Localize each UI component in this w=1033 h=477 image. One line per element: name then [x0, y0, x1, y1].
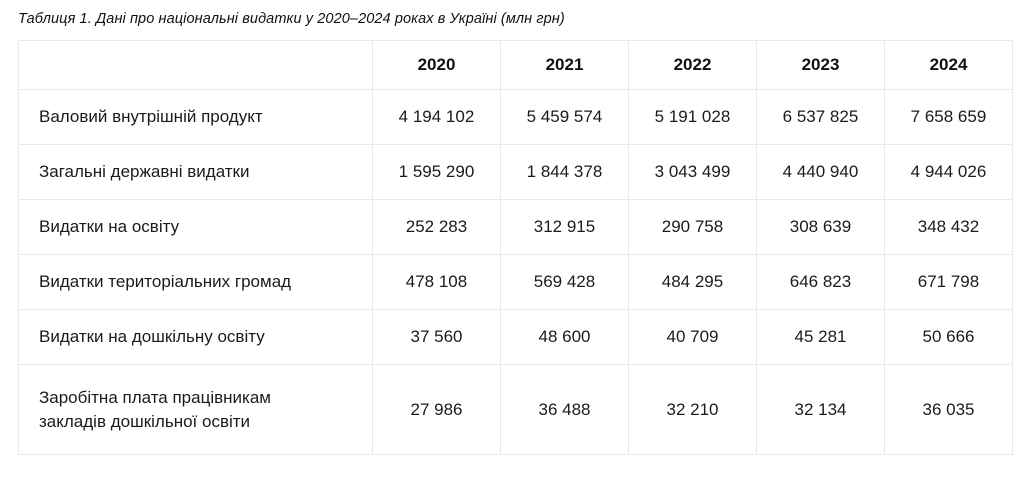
year-header-2021: 2021	[500, 40, 629, 90]
value-cell: 569 428	[500, 254, 629, 310]
value-cell: 36 488	[500, 364, 629, 455]
value-cell: 4 194 102	[372, 89, 501, 145]
value-cell: 32 210	[628, 364, 757, 455]
value-cell: 308 639	[756, 199, 885, 255]
corner-cell	[18, 40, 373, 90]
value-cell: 6 537 825	[756, 89, 885, 145]
table-row-gdp: Валовий внутрішній продукт 4 194 102 5 4…	[18, 89, 1013, 145]
row-label: Видатки на освіту	[18, 199, 373, 255]
year-header-2020: 2020	[372, 40, 501, 90]
value-cell: 646 823	[756, 254, 885, 310]
value-cell: 7 658 659	[884, 89, 1013, 145]
value-cell: 5 459 574	[500, 89, 629, 145]
value-cell: 45 281	[756, 309, 885, 365]
year-header-2023: 2023	[756, 40, 885, 90]
value-cell: 312 915	[500, 199, 629, 255]
row-label: Видатки територіальних громад	[18, 254, 373, 310]
table-row-preschool-salaries: Заробітна плата працівникам закладів дош…	[18, 364, 1013, 455]
value-cell: 4 944 026	[884, 144, 1013, 200]
row-label: Видатки на дошкільну освіту	[18, 309, 373, 365]
value-cell: 36 035	[884, 364, 1013, 455]
table-row-territorial-communities: Видатки територіальних громад 478 108 56…	[18, 254, 1013, 310]
table-row-state-expenditures: Загальні державні видатки 1 595 290 1 84…	[18, 144, 1013, 200]
value-cell: 3 043 499	[628, 144, 757, 200]
value-cell: 32 134	[756, 364, 885, 455]
row-label: Загальні державні видатки	[18, 144, 373, 200]
header-row: 2020 2021 2022 2023 2024	[18, 40, 1013, 90]
value-cell: 50 666	[884, 309, 1013, 365]
year-header-2024: 2024	[884, 40, 1013, 90]
value-cell: 1 595 290	[372, 144, 501, 200]
value-cell: 37 560	[372, 309, 501, 365]
value-cell: 5 191 028	[628, 89, 757, 145]
row-label: Заробітна плата працівникам закладів дош…	[18, 364, 373, 455]
value-cell: 4 440 940	[756, 144, 885, 200]
table-caption: Таблиця 1. Дані про національні видатки …	[18, 11, 565, 27]
row-label: Валовий внутрішній продукт	[18, 89, 373, 145]
table-row-preschool-education: Видатки на дошкільну освіту 37 560 48 60…	[18, 309, 1013, 365]
value-cell: 40 709	[628, 309, 757, 365]
expenditures-table: 2020 2021 2022 2023 2024 Валовий внутріш…	[18, 40, 1013, 455]
value-cell: 484 295	[628, 254, 757, 310]
value-cell: 478 108	[372, 254, 501, 310]
value-cell: 1 844 378	[500, 144, 629, 200]
table-row-education: Видатки на освіту 252 283 312 915 290 75…	[18, 199, 1013, 255]
value-cell: 48 600	[500, 309, 629, 365]
value-cell: 348 432	[884, 199, 1013, 255]
value-cell: 671 798	[884, 254, 1013, 310]
value-cell: 27 986	[372, 364, 501, 455]
value-cell: 252 283	[372, 199, 501, 255]
year-header-2022: 2022	[628, 40, 757, 90]
value-cell: 290 758	[628, 199, 757, 255]
